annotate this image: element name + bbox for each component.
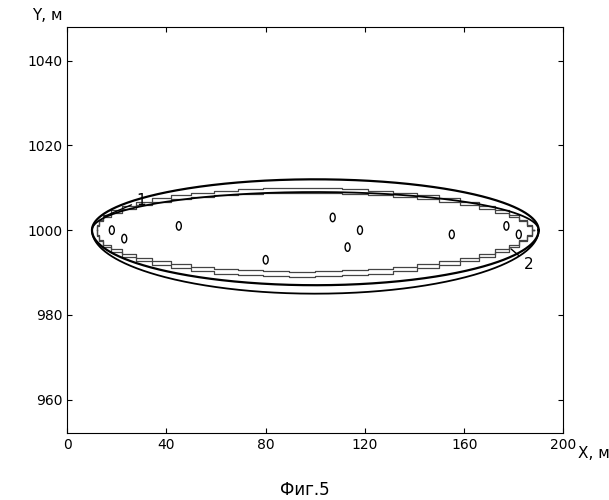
Y-axis label: Y, м: Y, м <box>32 8 63 23</box>
Text: 1: 1 <box>105 193 146 216</box>
Text: Фиг.5: Фиг.5 <box>280 481 329 499</box>
Text: 2: 2 <box>511 249 533 272</box>
X-axis label: X, м: X, м <box>579 446 609 460</box>
